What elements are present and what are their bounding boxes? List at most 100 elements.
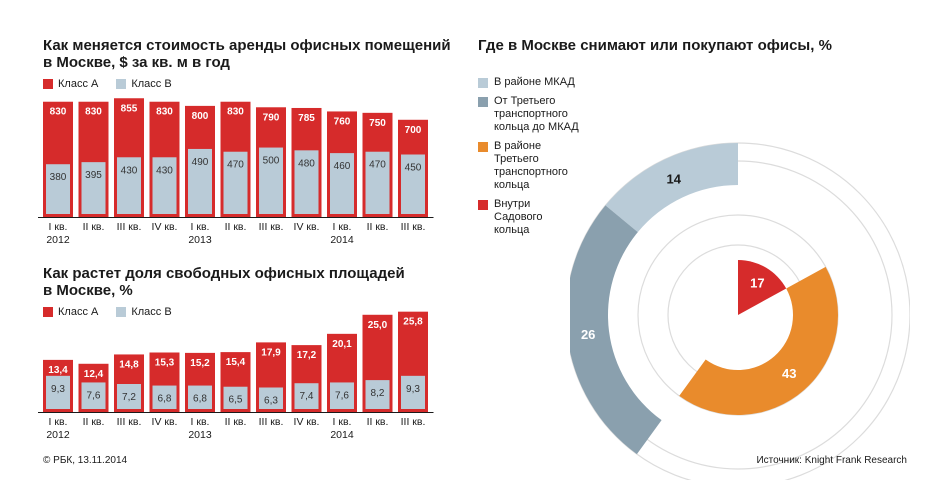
x-tick-label: 2014 [330, 429, 354, 441]
x-tick-label: 2012 [46, 234, 70, 245]
label-class-b: 470 [227, 160, 244, 171]
x-tick-label: II кв. [83, 221, 105, 233]
x-tick-label: II кв. [367, 221, 389, 233]
label-class-b: 6,5 [229, 395, 243, 406]
x-tick-label: IV кв. [294, 221, 320, 233]
bar-class-b [152, 157, 177, 214]
donut-chart-title: Где в Москве снимают или покупают офисы,… [478, 37, 832, 54]
x-tick-label: III кв. [117, 416, 142, 428]
label-class-b: 480 [298, 158, 315, 169]
label-class-a: 790 [263, 112, 280, 123]
segment-mkad [605, 143, 738, 233]
legend-garden-swatch [478, 200, 488, 210]
label-class-b: 450 [405, 163, 422, 174]
label-class-a: 700 [405, 125, 422, 136]
bar-class-b [117, 384, 141, 409]
label-class-a: 14,8 [119, 359, 139, 370]
label-class-b: 7,6 [335, 390, 349, 401]
rent-chart-title: Как меняется стоимость аренды офисных по… [43, 37, 451, 71]
x-tick-label: IV кв. [152, 221, 178, 233]
label-class-b: 7,4 [300, 391, 314, 402]
label-class-a: 830 [227, 107, 244, 118]
legend-class-a-swatch [43, 79, 53, 89]
legend-ttk: В районе Третьего транспортного кольца [478, 140, 608, 192]
footer-copyright: © РБК, 13.11.2014 [43, 455, 128, 466]
segment-ttk-label: 43 [782, 366, 796, 381]
label-class-b: 7,2 [122, 392, 136, 403]
bar-class-b [365, 151, 390, 214]
label-class-a: 15,2 [190, 358, 210, 369]
bar-class-b [117, 157, 141, 214]
bar-class-b [188, 148, 212, 214]
x-tick-label: II кв. [225, 416, 247, 428]
x-tick-label: III кв. [401, 416, 426, 428]
x-tick-label: II кв. [225, 221, 247, 233]
label-class-a: 17,2 [297, 350, 317, 361]
segment-ttk-mkad [570, 205, 662, 455]
legend-class-a-label: Класс А [58, 78, 99, 90]
x-tick-label: I кв. [49, 221, 68, 233]
legend-class-b-label: Класс B [131, 306, 172, 318]
label-class-b: 7,6 [87, 390, 101, 401]
bar-class-b [330, 153, 354, 214]
x-tick-label: 2013 [188, 234, 212, 245]
label-class-b: 6,8 [193, 394, 207, 405]
legend-ttk-swatch [478, 142, 488, 152]
vacancy-chart-title: Как растет доля свободных офисных площад… [43, 265, 405, 299]
bar-class-b [401, 375, 425, 409]
x-tick-label: I кв. [333, 416, 352, 428]
label-class-b: 460 [334, 161, 351, 172]
bar-class-b [294, 383, 319, 409]
label-class-a: 17,9 [261, 347, 281, 358]
label-class-b: 395 [85, 170, 102, 181]
x-tick-label: I кв. [191, 221, 210, 233]
legend-ttk-mkad-swatch [478, 97, 488, 107]
segment-mkad-label: 14 [666, 171, 681, 186]
x-tick-label: III кв. [117, 221, 142, 233]
x-tick-label: II кв. [367, 416, 389, 428]
x-tick-label: 2013 [188, 429, 212, 441]
legend-class-b-swatch [116, 307, 127, 317]
bar-class-b [46, 375, 70, 409]
x-tick-label: III кв. [401, 221, 426, 233]
segment-garden-label: 17 [750, 275, 764, 290]
x-tick-label: I кв. [49, 416, 68, 428]
bar-class-b [401, 154, 425, 214]
label-class-b: 430 [121, 165, 138, 176]
legend-mkad-swatch [478, 78, 488, 88]
label-class-b: 500 [263, 156, 280, 167]
label-class-a: 13,4 [48, 365, 68, 376]
label-class-a: 760 [334, 116, 351, 127]
rent-chart-legend: Класс А Класс B [43, 78, 190, 90]
x-tick-label: II кв. [83, 416, 105, 428]
label-class-a: 750 [369, 118, 386, 129]
label-class-a: 855 [121, 103, 138, 114]
legend-class-a-swatch [43, 307, 53, 317]
segment-ttk-mkad-label: 26 [581, 327, 595, 342]
x-tick-label: 2012 [46, 429, 70, 441]
label-class-a: 830 [85, 107, 102, 118]
x-tick-label: III кв. [259, 416, 284, 428]
legend-mkad-label: В районе МКАД [494, 76, 575, 88]
vacancy-chart-legend: Класс А Класс B [43, 306, 190, 318]
footer-source: Источник: Knight Frank Research [756, 455, 907, 466]
label-class-a: 800 [192, 111, 209, 122]
label-class-a: 25,8 [403, 317, 423, 328]
label-class-a: 15,3 [155, 358, 175, 369]
label-class-a: 12,4 [84, 369, 104, 380]
legend-class-b-swatch [116, 79, 127, 89]
x-tick-label: 2014 [330, 234, 354, 245]
legend-garden: Внутри Садового кольца [478, 198, 608, 237]
bar-class-b [223, 151, 248, 214]
label-class-a: 785 [298, 113, 315, 124]
bar-class-b [81, 382, 106, 409]
bar-class-b [223, 386, 248, 409]
label-class-b: 490 [192, 157, 209, 168]
label-class-a: 20,1 [332, 339, 352, 350]
legend-ttk-label: В районе Третьего транспортного кольца [494, 140, 568, 191]
donut-legend: В районе МКАД От Третьего транспортного … [478, 76, 608, 243]
label-class-b: 380 [50, 172, 67, 183]
bar-class-b [188, 385, 212, 409]
